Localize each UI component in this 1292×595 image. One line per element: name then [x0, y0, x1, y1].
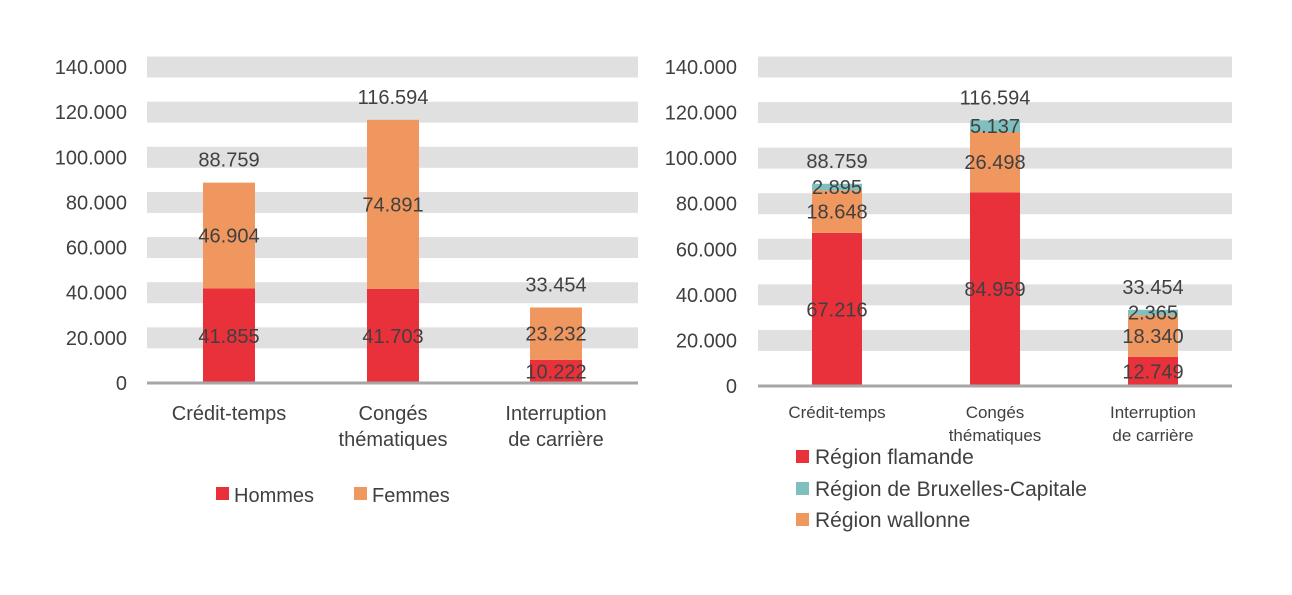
bar-segment: [1128, 315, 1178, 357]
total-label: 33.454: [1122, 277, 1183, 299]
x-category-label: thématiques: [949, 426, 1042, 445]
data-label: 26.498: [964, 152, 1025, 174]
bar-segment: [970, 120, 1020, 133]
legend-label: Hommes: [234, 485, 314, 507]
grid-band: [147, 56, 638, 78]
y-tick-label: 80.000: [66, 192, 127, 214]
data-label: 84.959: [964, 279, 1025, 301]
grid-band: [758, 56, 1232, 78]
data-label: 2.365: [1128, 302, 1178, 324]
y-tick-label: 60.000: [66, 238, 127, 260]
data-label: 41.855: [198, 326, 259, 348]
x-category-label: Crédit-temps: [788, 403, 885, 422]
x-category-label: thématiques: [339, 429, 448, 451]
legend-swatch: [354, 487, 367, 500]
y-tick-label: 120.000: [55, 102, 127, 124]
legend-label: Région de Bruxelles-Capitale: [815, 478, 1087, 501]
x-axis-line: [758, 384, 1232, 388]
legend-label: Région wallonne: [815, 509, 970, 532]
y-tick-label: 60.000: [676, 239, 737, 261]
bar-segment: [1128, 309, 1178, 316]
bar-segment: [812, 232, 862, 386]
data-label: 12.749: [1122, 361, 1183, 383]
bar-segment: [970, 132, 1020, 193]
data-label: 18.648: [806, 202, 867, 224]
y-tick-label: 40.000: [66, 283, 127, 305]
x-category-label: de carrière: [1112, 426, 1193, 445]
data-label: 41.703: [362, 326, 423, 348]
legend-swatch: [796, 513, 809, 526]
y-tick-label: 0: [726, 376, 737, 398]
data-label: 46.904: [198, 226, 259, 248]
y-tick-label: 140.000: [665, 57, 737, 79]
data-label: 10.222: [525, 361, 586, 383]
grid-band: [147, 101, 638, 123]
total-label: 116.594: [960, 87, 1031, 109]
total-label: 88.759: [198, 150, 259, 172]
y-tick-label: 20.000: [66, 328, 127, 350]
chart-2: 0 20.000 40.000 60.000 80.000 100.000 120.000 1…: [665, 56, 1232, 532]
bar-segment: [812, 190, 862, 233]
x-category-label: Interruption: [505, 403, 606, 425]
y-tick-label: 140.000: [55, 57, 127, 79]
y-tick-label: 0: [116, 373, 127, 395]
bar-segment: [367, 119, 419, 289]
data-label: 5.137: [970, 116, 1020, 138]
y-tick-label: 120.000: [665, 103, 737, 125]
x-category-label: Congés: [966, 403, 1025, 422]
data-label: 2.895: [812, 177, 862, 199]
bar-segment: [530, 359, 582, 383]
bar-segment: [1128, 356, 1178, 386]
x-axis-line: [147, 381, 638, 385]
grid-band: [758, 102, 1232, 124]
legend-swatch: [796, 450, 809, 463]
x-category-label: de carrière: [508, 429, 604, 451]
legend-label: Région flamande: [815, 446, 974, 469]
legend-swatch: [216, 487, 229, 500]
y-tick-label: 40.000: [676, 285, 737, 307]
bar-segment: [970, 192, 1020, 386]
data-label: 67.216: [806, 299, 867, 321]
total-label: 33.454: [525, 274, 586, 296]
chart-1: 0 20.000 40.000 60.000 80.000 100.000 120.000 1…: [55, 56, 638, 507]
y-tick-label: 80.000: [676, 194, 737, 216]
data-label: 18.340: [1122, 326, 1183, 348]
legend-label: Femmes: [372, 485, 450, 507]
bar-segment: [203, 288, 255, 383]
bar-segment: [203, 182, 255, 289]
data-label: 23.232: [525, 324, 586, 346]
data-label: 74.891: [362, 194, 423, 216]
bar-segment: [530, 307, 582, 360]
x-category-label: Crédit-temps: [172, 403, 286, 425]
x-category-label: Congés: [359, 403, 428, 425]
x-category-label: Interruption: [1110, 403, 1196, 422]
y-tick-label: 100.000: [55, 147, 127, 169]
total-label: 88.759: [806, 151, 867, 173]
legend-swatch: [796, 482, 809, 495]
bar-segment: [812, 183, 862, 191]
y-tick-label: 20.000: [676, 330, 737, 352]
total-label: 116.594: [358, 87, 429, 109]
y-tick-label: 100.000: [665, 148, 737, 170]
bar-segment: [367, 288, 419, 383]
